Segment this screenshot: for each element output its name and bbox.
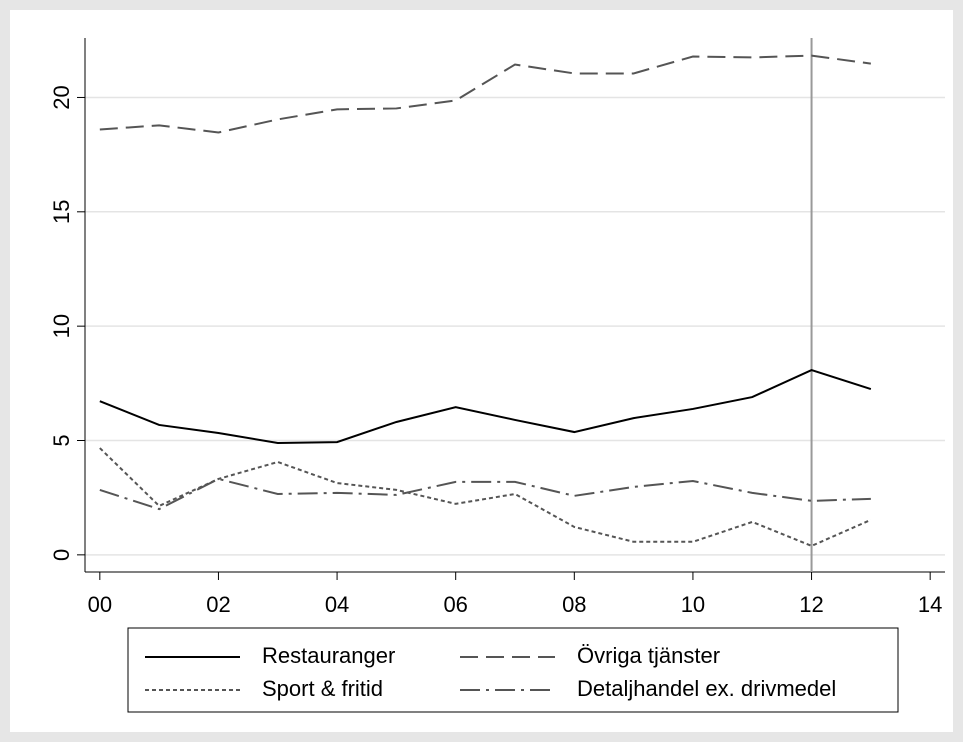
x-tick-label: 12 bbox=[799, 592, 823, 617]
y-tick-label: 15 bbox=[49, 200, 74, 224]
legend-box bbox=[127, 627, 899, 713]
series-line bbox=[99, 368, 872, 445]
x-tick-label: 14 bbox=[918, 592, 942, 617]
legend-label: Detaljhandel ex. drivmedel bbox=[577, 676, 836, 701]
x-tick-label: 00 bbox=[88, 592, 112, 617]
y-tick-label: 5 bbox=[49, 434, 74, 446]
series-line bbox=[99, 477, 871, 511]
x-tick-label: 06 bbox=[443, 592, 467, 617]
legend-label: Övriga tjänster bbox=[577, 643, 720, 668]
x-tick-label: 02 bbox=[206, 592, 230, 617]
series-line bbox=[99, 54, 871, 134]
y-tick-label: 20 bbox=[49, 85, 74, 109]
legend-label: Restauranger bbox=[262, 643, 395, 668]
y-tick-label: 10 bbox=[49, 314, 74, 338]
x-tick-label: 04 bbox=[325, 592, 349, 617]
chart-background bbox=[10, 10, 953, 732]
x-tick-label: 08 bbox=[562, 592, 586, 617]
y-tick-label: 0 bbox=[49, 549, 74, 561]
legend-label: Sport & fritid bbox=[262, 676, 383, 701]
x-tick-label: 10 bbox=[681, 592, 705, 617]
series-line bbox=[99, 447, 872, 548]
